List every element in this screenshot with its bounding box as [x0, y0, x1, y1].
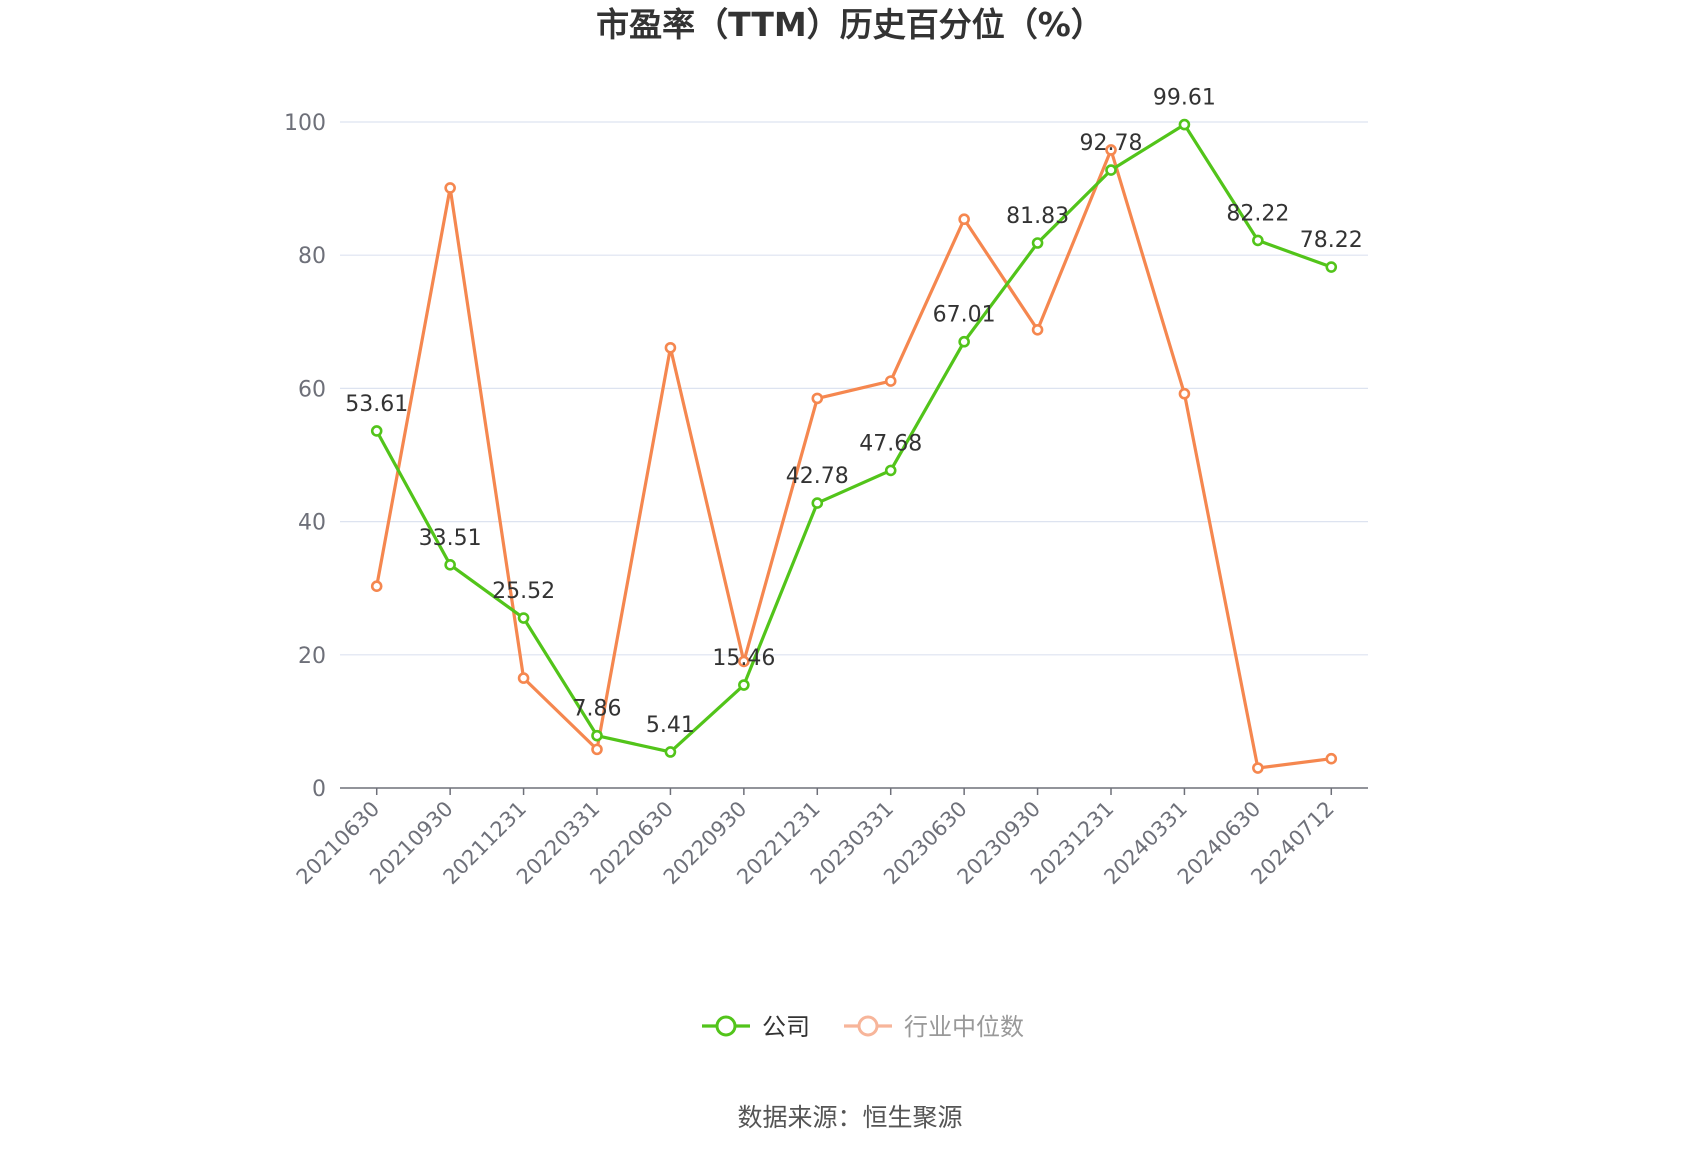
legend-item-company[interactable]: 公司: [702, 1013, 810, 1041]
y-tick-label: 100: [284, 111, 326, 136]
company-point: [811, 497, 824, 509]
industry-point: [444, 182, 456, 194]
chart-title: 市盈率（TTM）历史百分位（%）: [596, 5, 1104, 44]
company-point: [591, 729, 603, 742]
company-data-label: 42.78: [786, 464, 849, 489]
legend-marker-icon: [857, 1015, 879, 1037]
company-point: [370, 425, 383, 437]
industry-point: [591, 743, 603, 756]
company-data-label: 7.86: [573, 697, 622, 722]
company-point: [1252, 234, 1264, 247]
company-data-label: 5.41: [646, 713, 695, 738]
legend-label: 公司: [762, 1013, 810, 1041]
y-tick-label: 0: [312, 777, 326, 802]
industry-series-line: [375, 148, 1332, 770]
industry-point: [370, 580, 383, 593]
company-point: [1325, 261, 1338, 273]
company-data-label: 47.68: [859, 431, 922, 456]
data-source: 数据来源：恒生聚源: [737, 1103, 962, 1132]
legend-label: 行业中位数: [904, 1013, 1024, 1041]
company-data-label: 33.51: [419, 526, 482, 551]
company-data-label: 67.01: [933, 303, 996, 328]
company-point: [1105, 164, 1117, 176]
industry-point: [811, 392, 824, 405]
industry-point: [1178, 387, 1191, 400]
company-data-label: 15.46: [712, 646, 775, 671]
legend-item-industry[interactable]: 行业中位数: [844, 1013, 1024, 1041]
series-layer: [370, 118, 1338, 774]
legend: 公司 行业中位数: [702, 1013, 1024, 1041]
industry-point: [1252, 762, 1264, 774]
y-tick-label: 60: [298, 377, 326, 402]
industry-point: [884, 375, 897, 387]
company-point: [738, 679, 750, 691]
industry-point: [1031, 323, 1044, 336]
company-data-label: 25.52: [492, 579, 555, 604]
y-tick-label: 40: [298, 511, 326, 536]
company-data-label: 99.61: [1153, 86, 1216, 111]
company-point: [1031, 237, 1044, 249]
company-point: [517, 612, 530, 624]
industry-point: [517, 672, 530, 684]
industry-point: [1105, 144, 1117, 156]
company-data-label: 82.22: [1226, 201, 1289, 226]
y-tick-label: 80: [298, 244, 326, 269]
company-point: [444, 559, 456, 571]
industry-point: [1325, 752, 1338, 765]
legend-marker-icon: [715, 1015, 737, 1037]
company-point: [664, 746, 677, 758]
company-point: [884, 464, 897, 477]
industry-point: [664, 341, 677, 354]
y-tick-label: 20: [298, 644, 326, 669]
data-label-layer: 53.61 33.51 25.52 7.86 5.41 15.46 42.78 47.68 67…: [345, 86, 1363, 738]
company-point: [958, 335, 970, 348]
company-data-label: 53.61: [345, 392, 408, 417]
company-series-line: [375, 122, 1332, 754]
company-data-label: 81.83: [1006, 204, 1069, 229]
company-data-label: 78.22: [1300, 228, 1363, 253]
company-point: [1178, 118, 1191, 131]
industry-point: [738, 655, 750, 668]
company-data-label: 92.78: [1080, 131, 1143, 156]
industry-point: [958, 213, 970, 226]
